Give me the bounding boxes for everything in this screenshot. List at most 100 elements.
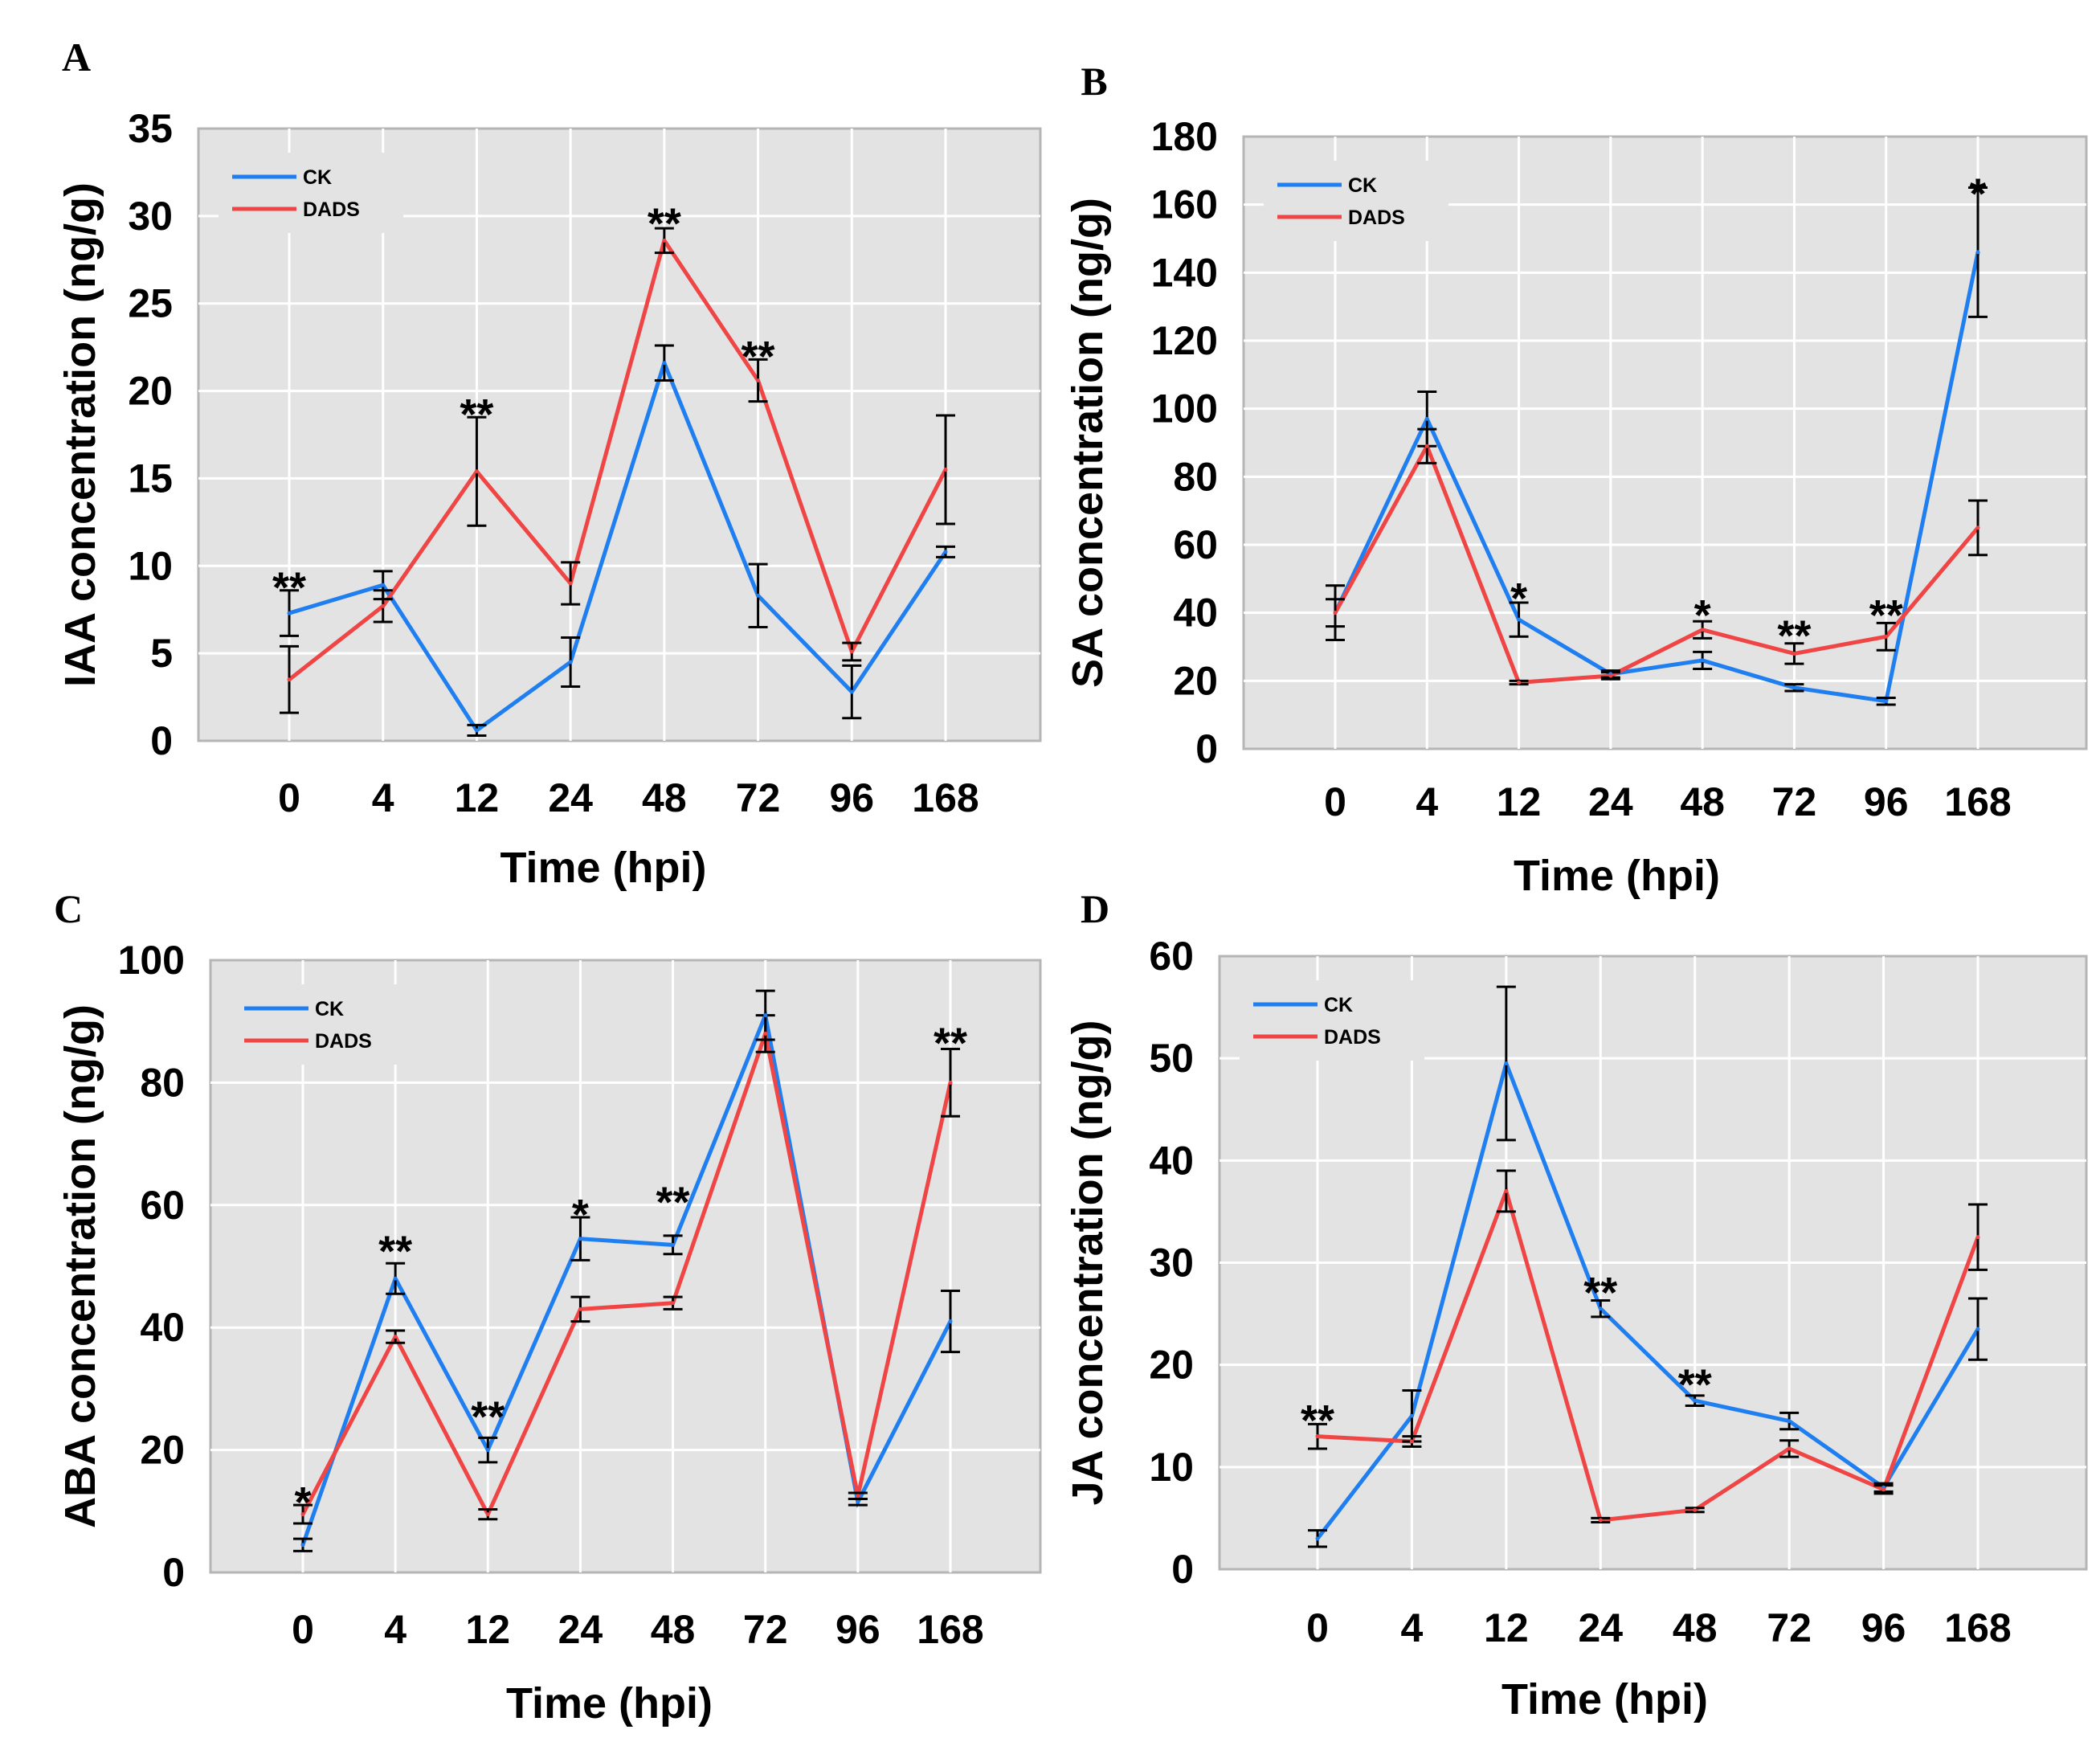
y-tick-label: 140 xyxy=(1151,250,1218,295)
x-tick-label: 12 xyxy=(1497,779,1542,824)
data-point-dads xyxy=(943,468,948,472)
x-tick-label: 48 xyxy=(1673,1605,1718,1650)
x-tick-label: 72 xyxy=(1767,1605,1812,1650)
legend-box xyxy=(1264,161,1448,241)
y-tick-label: 20 xyxy=(128,369,173,414)
data-point-dads xyxy=(381,603,386,608)
data-point-ck xyxy=(671,1242,676,1247)
legend-label-dads: DADS xyxy=(1348,206,1405,229)
data-point-dads xyxy=(300,1512,305,1517)
data-point-ck xyxy=(568,660,573,664)
y-tick-label: 0 xyxy=(162,1550,185,1595)
data-point-ck xyxy=(1700,658,1705,663)
data-point-dads xyxy=(474,469,479,474)
series-line-dads xyxy=(1317,1184,1980,1523)
data-point-ck xyxy=(381,583,386,587)
y-axis-title: ABA concentration (ng/g) xyxy=(56,1004,104,1528)
data-point-dads xyxy=(485,1512,490,1517)
significance-marker: ** xyxy=(460,390,493,439)
data-point-ck xyxy=(1424,416,1429,421)
y-tick-label: 35 xyxy=(128,106,173,151)
series-line-ck xyxy=(1316,1057,1980,1540)
legend: CK DADS xyxy=(1240,980,1424,1061)
series-line-ck xyxy=(288,357,948,734)
x-tick-label: 4 xyxy=(1401,1605,1424,1650)
significance-marker: ** xyxy=(1583,1269,1617,1317)
x-tick-label: 0 xyxy=(292,1607,314,1652)
data-point-dads xyxy=(1504,1188,1509,1193)
data-point-ck xyxy=(578,1237,582,1241)
x-axis-title: Time (hpi) xyxy=(1514,852,1720,900)
panel-letter: A xyxy=(62,35,91,80)
y-tick-label: 60 xyxy=(1173,522,1218,567)
x-tick-label: 24 xyxy=(1588,779,1633,824)
legend-label-ck: CK xyxy=(1324,994,1353,1016)
chart-panel-c: C 0 20 40 60 80 100 0 4 12 24 48 72 96 168 ABA concentr… xyxy=(54,886,1042,1728)
data-point-ck xyxy=(662,361,667,366)
x-tick-label: 96 xyxy=(836,1607,880,1652)
legend-box xyxy=(231,984,415,1065)
x-axis-title: Time (hpi) xyxy=(1501,1675,1708,1724)
x-tick-label: 72 xyxy=(743,1607,788,1652)
data-point-dads xyxy=(578,1306,582,1311)
data-point-dads xyxy=(287,677,292,682)
significance-marker: * xyxy=(572,1191,589,1239)
y-tick-label: 30 xyxy=(1149,1241,1194,1286)
data-point-ck xyxy=(1975,1327,1980,1331)
significance-marker: ** xyxy=(272,564,306,612)
data-point-ck xyxy=(948,1319,953,1324)
data-point-dads xyxy=(671,1301,676,1306)
x-tick-label: 168 xyxy=(917,1607,983,1652)
y-tick-label: 180 xyxy=(1151,114,1218,159)
data-point-ck xyxy=(849,689,854,694)
y-tick-label: 10 xyxy=(1149,1445,1194,1490)
y-tick-label: 0 xyxy=(1171,1547,1194,1592)
x-tick-label: 24 xyxy=(558,1607,603,1652)
significance-marker: ** xyxy=(378,1228,412,1276)
panel-letter: C xyxy=(54,886,83,931)
data-point-dads xyxy=(1693,1507,1698,1512)
x-tick-label: 24 xyxy=(548,775,593,820)
series-line-dads xyxy=(288,235,948,681)
data-point-dads xyxy=(1881,1487,1886,1492)
panel-letter: D xyxy=(1081,886,1109,931)
plot-area xyxy=(209,959,1042,1574)
significance-marker: * xyxy=(294,1478,311,1527)
y-tick-label: 30 xyxy=(128,194,173,239)
x-tick-label: 48 xyxy=(651,1607,696,1652)
chart-panel-d: D 0 10 20 30 40 50 60 0 4 12 24 48 72 96 168 JA concentr… xyxy=(1064,886,2088,1724)
data-point-ck xyxy=(1975,250,1980,255)
y-axis-title: IAA concentration (ng/g) xyxy=(56,182,104,687)
x-tick-label: 4 xyxy=(384,1607,407,1652)
legend-label-ck: CK xyxy=(1348,174,1377,197)
data-point-dads xyxy=(1598,1518,1603,1523)
legend-label-dads: DADS xyxy=(303,198,360,221)
data-point-dads xyxy=(568,581,573,586)
legend: CK DADS xyxy=(1264,161,1448,241)
y-tick-label: 60 xyxy=(1149,934,1194,979)
significance-marker: ** xyxy=(742,333,775,381)
data-point-dads xyxy=(1884,634,1889,639)
data-point-ck xyxy=(1787,1419,1792,1424)
data-point-ck xyxy=(1504,1061,1509,1066)
legend-label-dads: DADS xyxy=(1324,1026,1381,1049)
y-tick-label: 25 xyxy=(128,281,173,326)
x-axis-title: Time (hpi) xyxy=(506,1679,713,1728)
y-tick-label: 20 xyxy=(1173,658,1218,703)
x-tick-label: 0 xyxy=(278,775,300,820)
significance-marker: ** xyxy=(471,1392,505,1441)
data-point-ck xyxy=(485,1448,490,1453)
data-point-ck xyxy=(763,1013,768,1018)
x-tick-label: 168 xyxy=(1944,779,2011,824)
data-point-dads xyxy=(856,1494,860,1499)
x-tick-label: 168 xyxy=(912,775,979,820)
data-point-ck xyxy=(1598,1306,1603,1311)
y-tick-label: 0 xyxy=(150,718,173,763)
data-point-dads xyxy=(1975,1235,1980,1240)
significance-marker: ** xyxy=(934,1019,967,1067)
y-tick-label: 40 xyxy=(1173,591,1218,636)
data-point-ck xyxy=(1693,1398,1698,1403)
significance-marker: ** xyxy=(648,200,681,248)
y-tick-label: 40 xyxy=(1149,1138,1194,1183)
x-tick-label: 96 xyxy=(1861,1605,1906,1650)
